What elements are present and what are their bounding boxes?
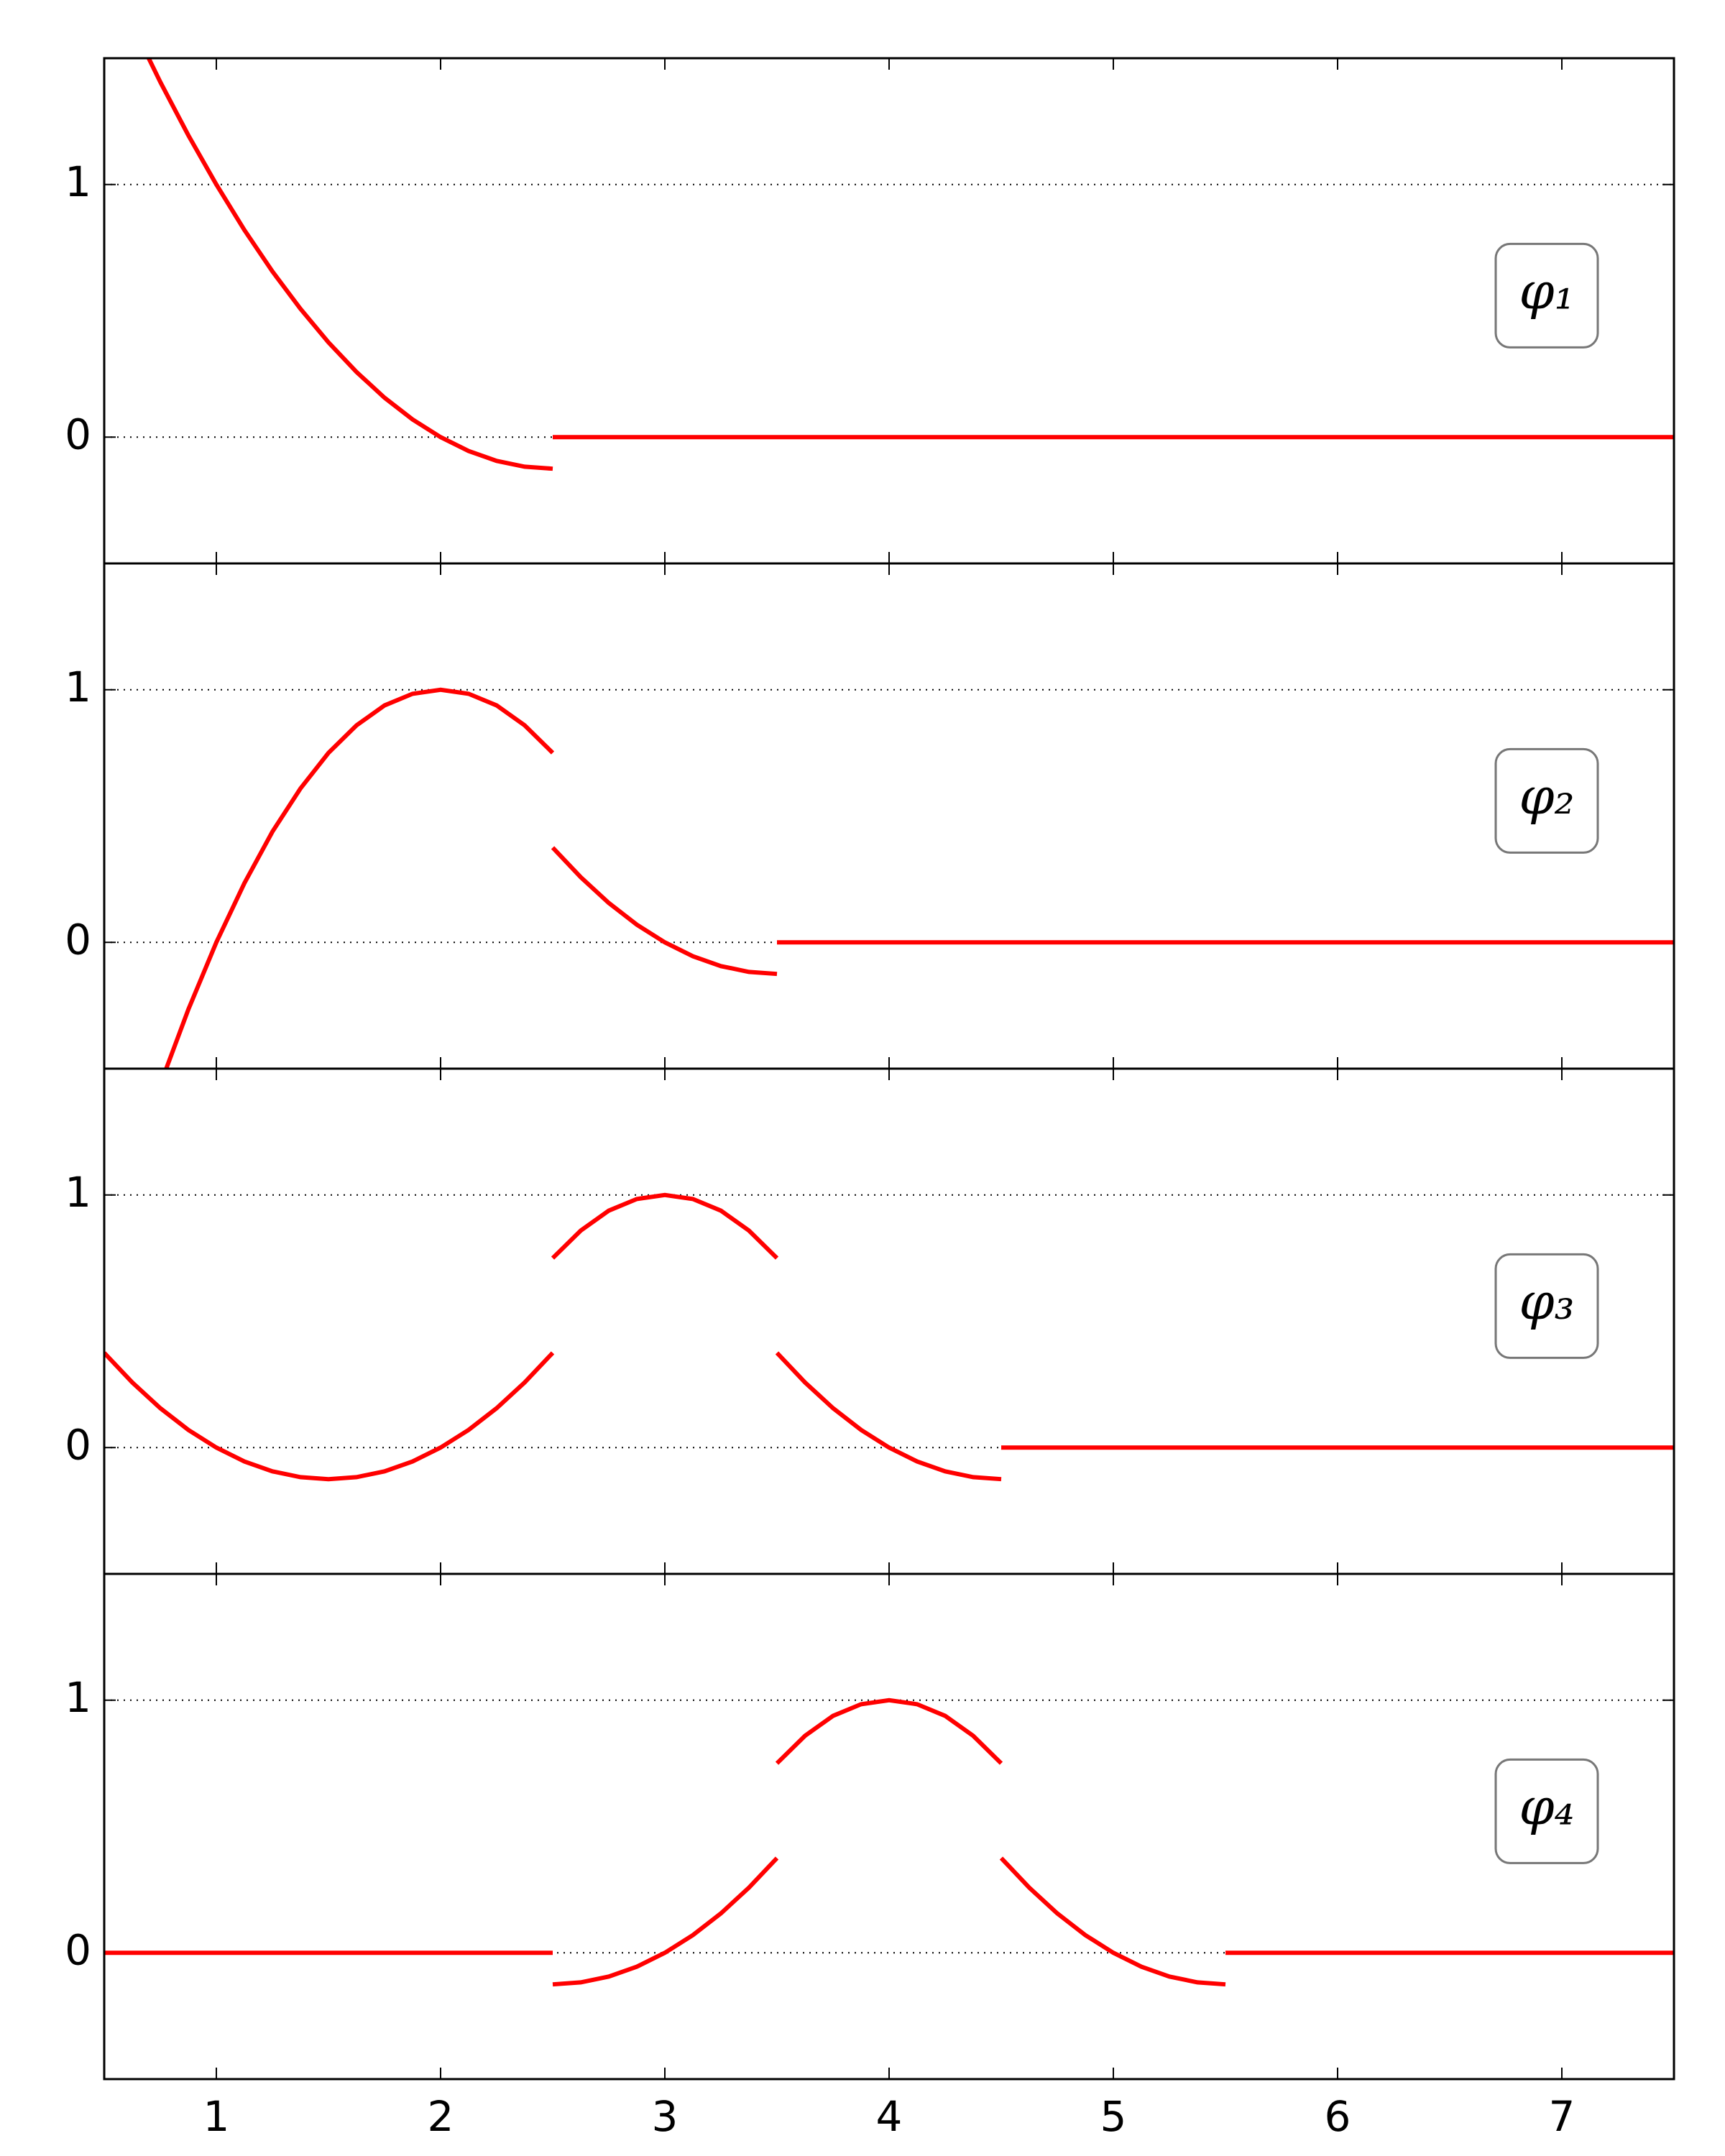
- annotation-box: [1494, 242, 1599, 349]
- curve: [775, 1351, 1002, 1482]
- y-tick-label: 0: [65, 410, 91, 459]
- annotation: φ₃: [1519, 1272, 1574, 1331]
- annotation: φ₄: [1519, 1777, 1574, 1836]
- x-tick-label: 7: [1549, 2092, 1576, 2141]
- y-tick-label: 1: [65, 663, 91, 711]
- x-tick-label: 2: [428, 2092, 454, 2141]
- y-tick-label: 0: [65, 915, 91, 964]
- x-tick-label: 6: [1325, 2092, 1351, 2141]
- curve: [164, 687, 555, 1069]
- curve: [552, 1856, 779, 1987]
- curve: [104, 1351, 555, 1482]
- y-tick-label: 0: [65, 1925, 91, 1974]
- curve: [551, 1192, 779, 1260]
- curve: [775, 1697, 1003, 1765]
- curve: [999, 1856, 1226, 1987]
- annotation-box: [1494, 747, 1599, 854]
- annotation: φ₂: [1519, 767, 1574, 826]
- annotation-box: [1494, 1253, 1599, 1359]
- curve: [551, 846, 778, 977]
- y-tick-label: 0: [65, 1420, 91, 1469]
- annotation-box: [1494, 1758, 1599, 1864]
- annotation: φ₁: [1519, 262, 1574, 321]
- x-tick-label: 4: [876, 2092, 903, 2141]
- y-tick-label: 1: [65, 1673, 91, 1722]
- axes-frame: [103, 1572, 1675, 2081]
- axes-frame: [103, 1067, 1675, 1575]
- x-tick-label: 3: [652, 2092, 678, 2141]
- axes-frame: [103, 57, 1675, 565]
- y-tick-label: 1: [65, 157, 91, 206]
- curve: [146, 58, 553, 471]
- x-tick-label: 5: [1100, 2092, 1127, 2141]
- x-tick-label: 1: [203, 2092, 230, 2141]
- axes-frame: [103, 562, 1675, 1070]
- y-tick-label: 1: [65, 1168, 91, 1217]
